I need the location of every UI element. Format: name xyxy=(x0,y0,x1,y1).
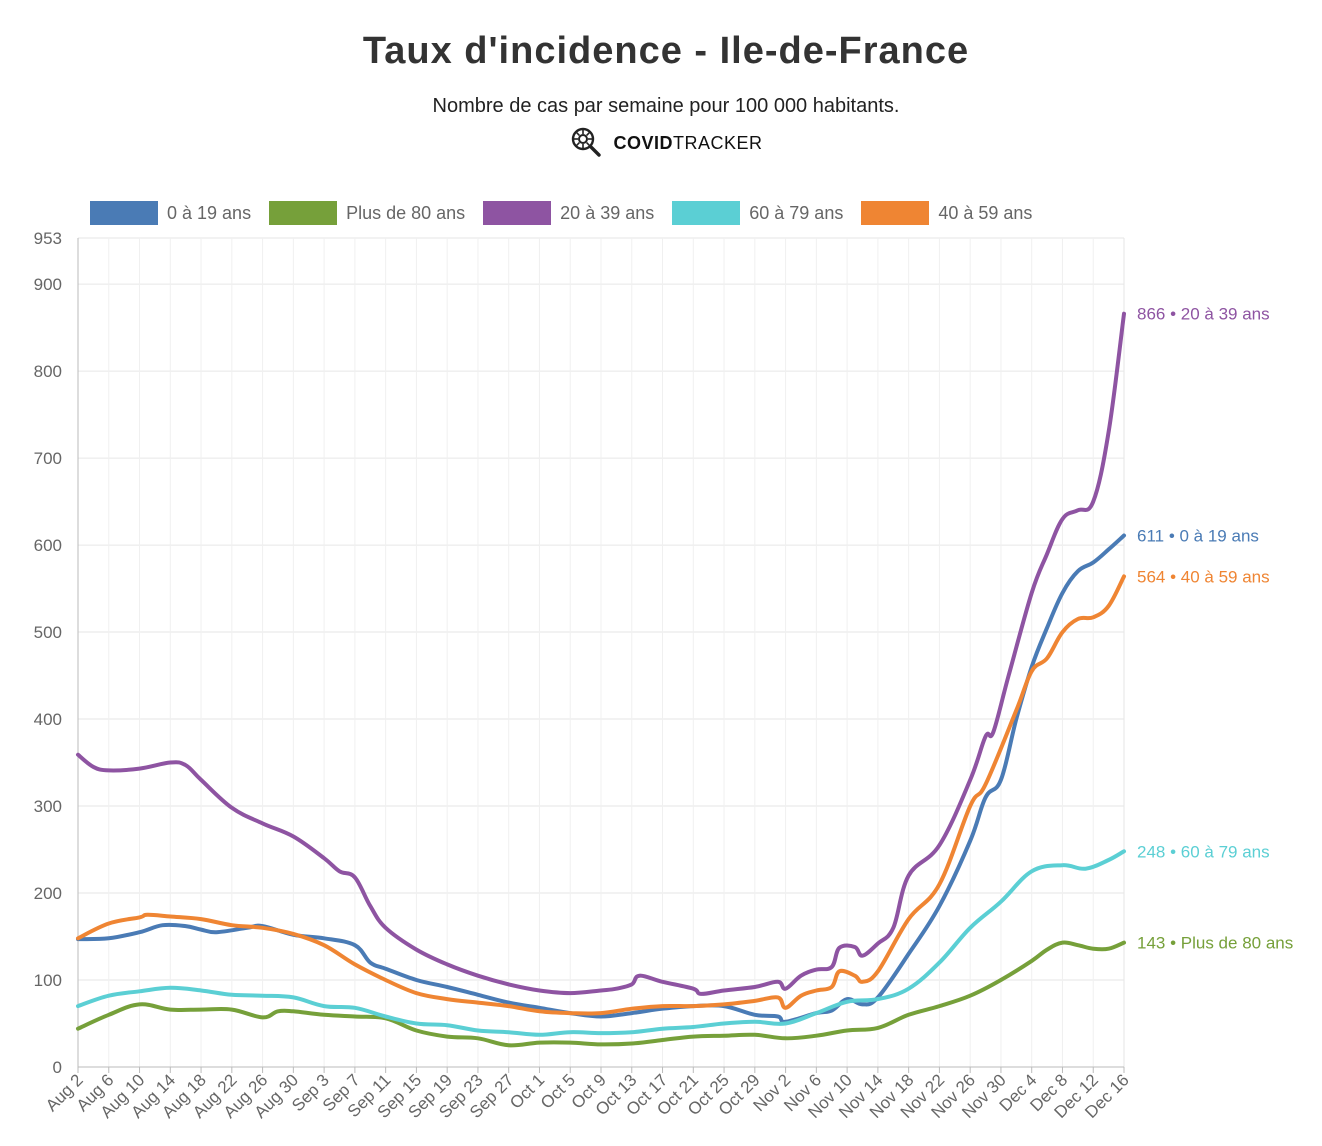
series-end-label: 248 • 60 à 79 ans xyxy=(1137,842,1270,861)
chart-subtitle: Nombre de cas par semaine pour 100 000 h… xyxy=(432,95,900,117)
y-tick-label: 900 xyxy=(34,275,62,294)
brand-logo: COVIDTRACKER xyxy=(0,125,1322,162)
series-end-label: 611 • 0 à 19 ans xyxy=(1137,527,1259,546)
y-tick-label: 800 xyxy=(34,362,62,381)
series-line-3[interactable] xyxy=(76,849,1126,1037)
legend-item[interactable]: 0 à 19 ans xyxy=(90,201,251,225)
y-tick-label: 953 xyxy=(34,229,62,248)
y-tick-label: 400 xyxy=(34,710,62,729)
series-end-label: 564 • 40 à 59 ans xyxy=(1137,567,1270,586)
legend-label: 0 à 19 ans xyxy=(167,202,252,223)
legend-label: Plus de 80 ans xyxy=(346,202,466,223)
legend-swatch xyxy=(483,201,552,225)
y-tick-label: 500 xyxy=(34,623,62,642)
series-line-4[interactable] xyxy=(76,574,1126,1016)
series-end-label: 866 • 20 à 39 ans xyxy=(1137,305,1270,324)
legend-swatch xyxy=(672,201,741,225)
y-tick-label: 700 xyxy=(34,449,62,468)
y-tick-label: 300 xyxy=(34,797,62,816)
y-tick-label: 100 xyxy=(34,971,62,990)
legend-item[interactable]: Plus de 80 ans xyxy=(269,201,465,225)
series-end-label: 143 • Plus de 80 ans xyxy=(1137,934,1293,953)
x-tick-label: Oct 5 xyxy=(537,1070,579,1112)
chart-legend: 0 à 19 ans Plus de 80 ans 20 à 39 ans 60 à … xyxy=(90,201,1050,225)
legend-label: 60 à 79 ans xyxy=(749,202,844,223)
chart-title: Taux d'incidence - Ile-de-France xyxy=(362,30,970,72)
legend-item[interactable]: 20 à 39 ans xyxy=(483,201,654,225)
legend-swatch xyxy=(861,201,930,225)
y-tick-label: 600 xyxy=(34,536,62,555)
legend-item[interactable]: 40 à 59 ans xyxy=(861,201,1032,225)
legend-swatch xyxy=(90,201,158,225)
legend-swatch xyxy=(269,201,338,225)
series-line-2[interactable] xyxy=(76,311,1126,996)
y-tick-label: 0 xyxy=(53,1058,62,1077)
series-line-1[interactable] xyxy=(76,940,1126,1048)
virus-magnifier-icon xyxy=(569,125,603,162)
legend-label: 20 à 39 ans xyxy=(560,202,655,223)
legend-item[interactable]: 60 à 79 ans xyxy=(672,201,843,225)
y-tick-label: 200 xyxy=(34,884,62,903)
legend-label: 40 à 59 ans xyxy=(938,202,1033,223)
x-tick-label: Oct 1 xyxy=(506,1070,548,1112)
brand-name: COVIDTRACKER xyxy=(613,133,763,153)
